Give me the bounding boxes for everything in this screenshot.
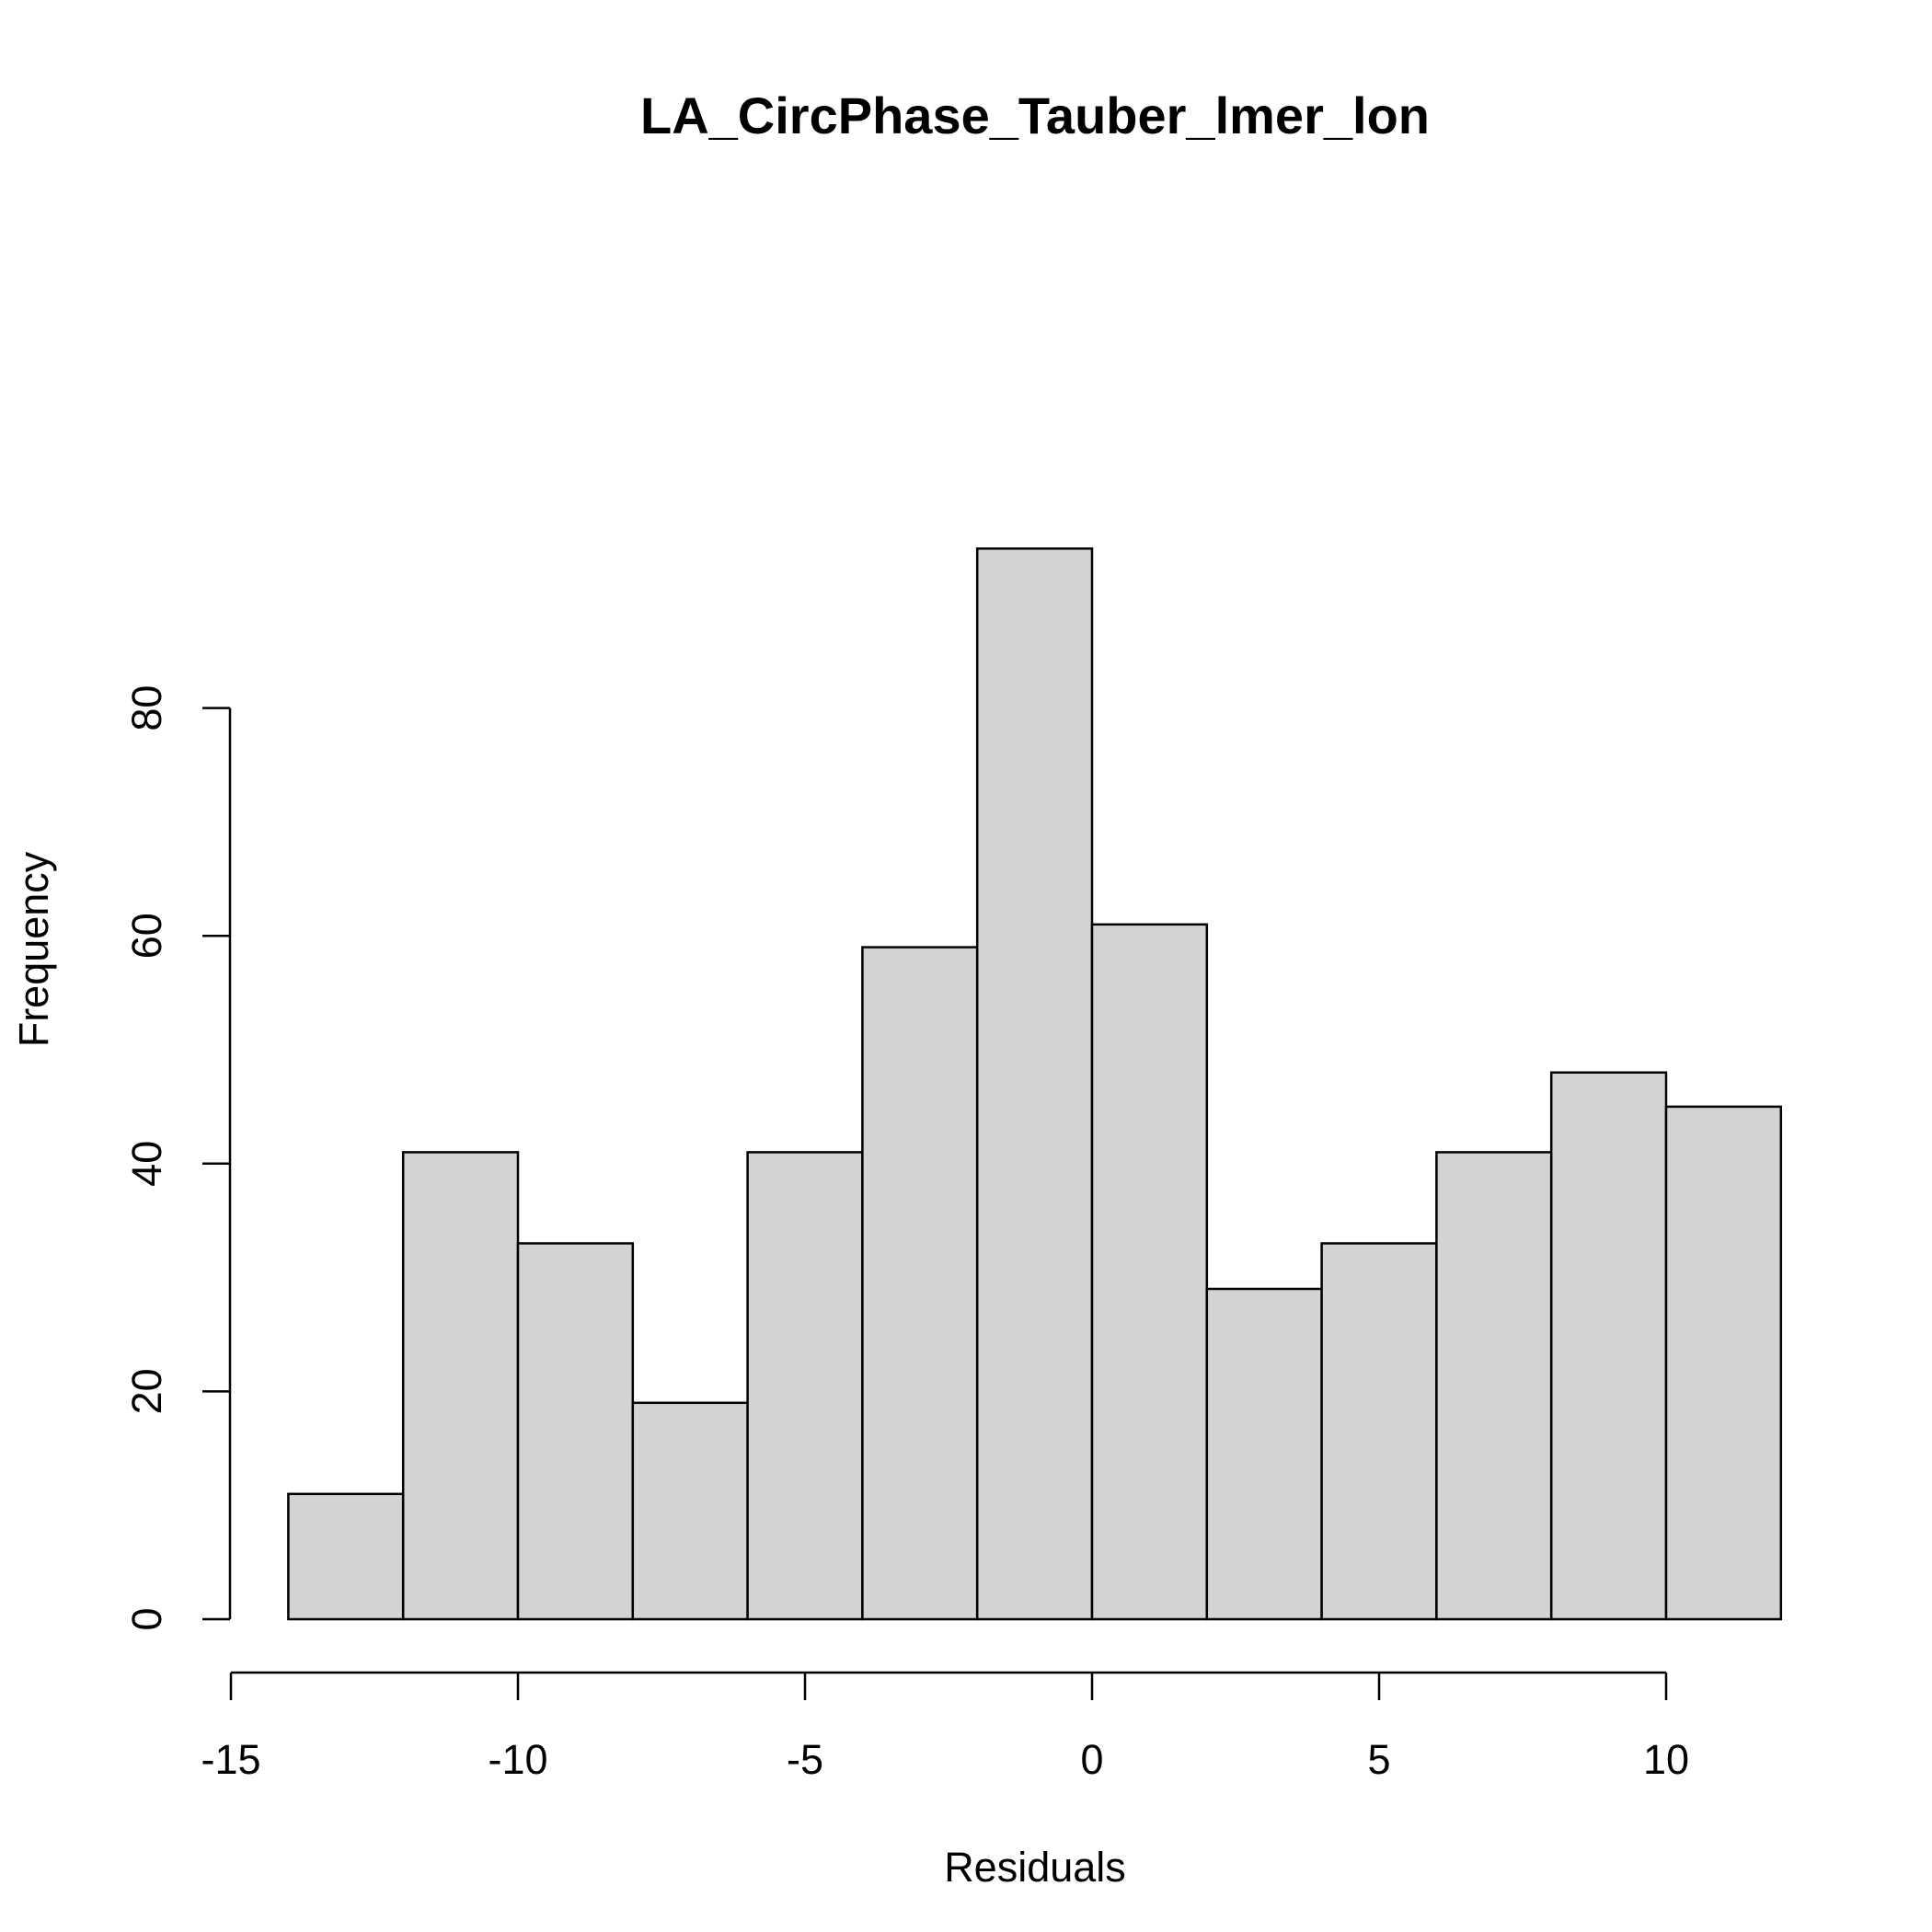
histogram-bar <box>1090 923 1209 1621</box>
histogram-bar <box>401 1151 520 1621</box>
x-tick-label: 5 <box>1367 1736 1390 1783</box>
bars-group <box>287 547 1783 1621</box>
y-axis: 0 20 40 60 80 <box>123 685 232 1631</box>
histogram-bar <box>975 547 1094 1621</box>
chart-title: LA_CircPhase_Tauber_lmer_lon <box>640 86 1430 144</box>
histogram-bar <box>1205 1287 1323 1621</box>
histogram-bar <box>746 1151 864 1621</box>
y-tick-label: 20 <box>123 1368 170 1414</box>
histogram-bar <box>1435 1151 1553 1621</box>
y-tick-label: 40 <box>123 1141 170 1187</box>
y-tick-label: 80 <box>123 685 170 731</box>
histogram-bar <box>1664 1105 1783 1621</box>
histogram-bar <box>631 1401 749 1621</box>
histogram-bar <box>1549 1071 1668 1621</box>
histogram-bar <box>1320 1242 1438 1621</box>
histogram-bar <box>516 1242 635 1621</box>
x-tick-label: 10 <box>1643 1736 1689 1783</box>
x-tick-label: -15 <box>201 1736 260 1783</box>
x-tick-label: -10 <box>488 1736 547 1783</box>
x-tick-label: -5 <box>787 1736 823 1783</box>
x-axis-label: Residuals <box>944 1844 1126 1891</box>
x-tick-label: 0 <box>1080 1736 1103 1783</box>
x-axis: -15 -10 -5 0 5 10 <box>201 1671 1689 1783</box>
histogram-bar <box>861 946 979 1621</box>
y-axis-label: Frequency <box>10 851 57 1047</box>
y-tick-label: 60 <box>123 913 170 959</box>
histogram-bar <box>287 1492 405 1621</box>
y-tick-label: 0 <box>123 1607 170 1630</box>
